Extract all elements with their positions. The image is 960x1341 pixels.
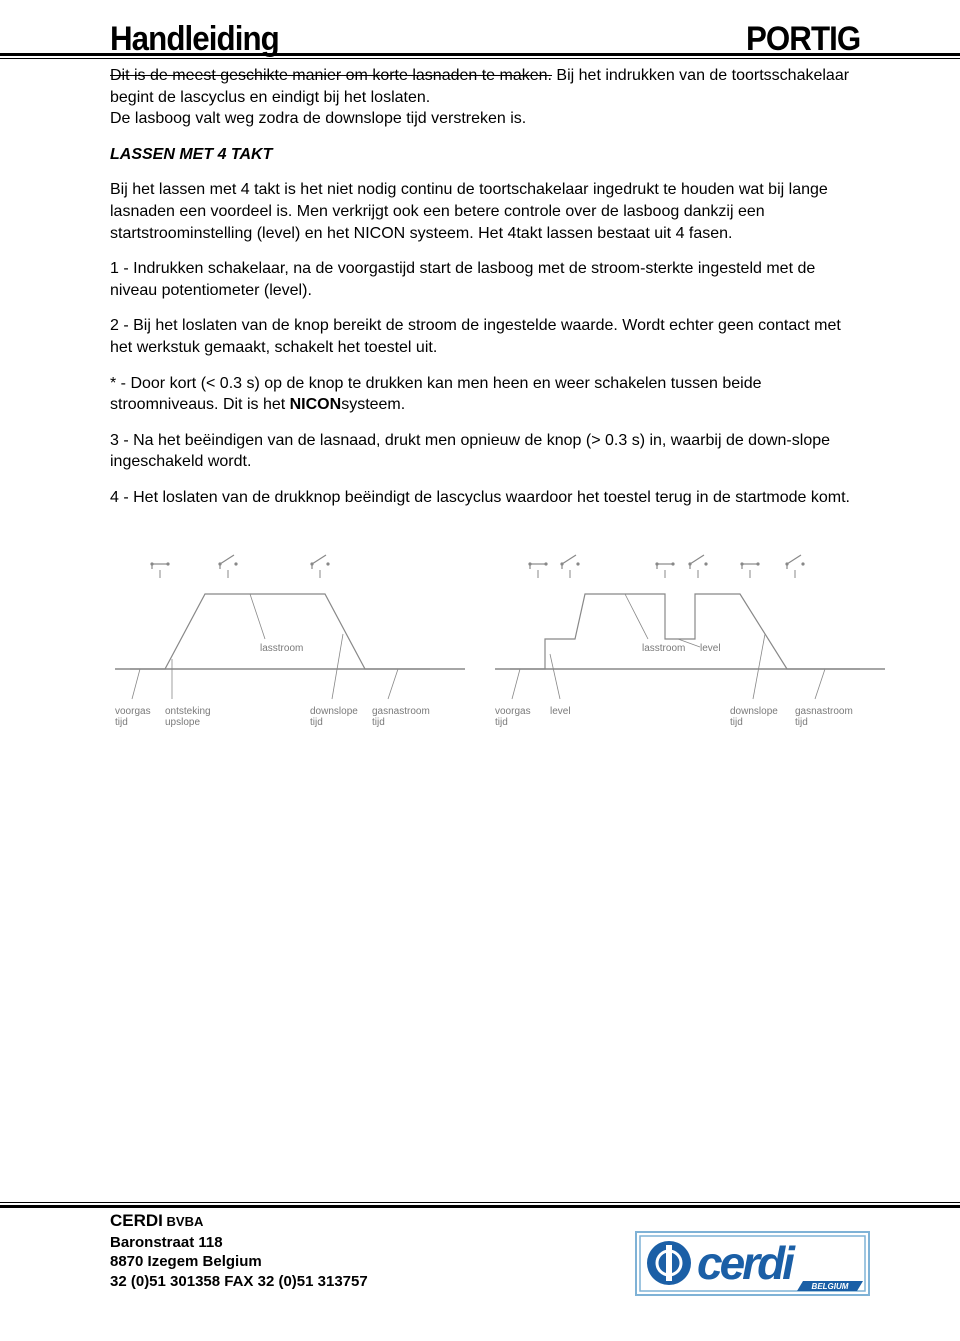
diagram-2takt: lasstroomvoorgastijdontstekingupslopedow… xyxy=(110,539,470,739)
svg-text:voorgas: voorgas xyxy=(115,706,151,717)
para-4c: systeem. xyxy=(341,396,405,413)
svg-text:level: level xyxy=(700,643,721,654)
svg-text:level: level xyxy=(550,706,571,717)
svg-text:gasnastroom: gasnastroom xyxy=(372,706,430,717)
para-4b: NICON xyxy=(290,396,342,413)
svg-text:tijd: tijd xyxy=(795,717,808,728)
para-4: * - Door kort (< 0.3 s) op de knop te dr… xyxy=(110,373,860,416)
svg-text:tijd: tijd xyxy=(495,717,508,728)
footer-rule-thin xyxy=(0,1202,960,1203)
footer-company-bold: CERDI xyxy=(110,1211,163,1230)
para-1: Bij het lassen met 4 takt is het niet no… xyxy=(110,179,860,244)
footer-company: CERDI BVBA xyxy=(110,1210,860,1232)
cerdi-logo: cerdi BELGIUM xyxy=(635,1231,870,1301)
para-4a: * - Door kort (< 0.3 s) op de knop te dr… xyxy=(110,375,762,414)
svg-text:downslope: downslope xyxy=(310,706,358,717)
svg-text:tijd: tijd xyxy=(372,717,385,728)
para-6: 4 - Het loslaten van de drukknop beëindi… xyxy=(110,487,860,509)
section-heading: LASSEN MET 4 TAKT xyxy=(110,144,860,166)
svg-text:tijd: tijd xyxy=(115,717,128,728)
para-2: 1 - Indrukken schakelaar, na de voorgast… xyxy=(110,258,860,301)
svg-text:lasstroom: lasstroom xyxy=(260,643,303,654)
svg-text:ontsteking: ontsteking xyxy=(165,706,211,717)
svg-text:upslope: upslope xyxy=(165,717,200,728)
body-text: Dit is de meest geschikte manier om kort… xyxy=(110,65,860,509)
svg-text:downslope: downslope xyxy=(730,706,778,717)
para-5: 3 - Na het beëindigen van de lasnaad, dr… xyxy=(110,430,860,473)
svg-text:BELGIUM: BELGIUM xyxy=(812,1282,849,1291)
para-intro2: De lasboog valt weg zodra de downslope t… xyxy=(110,108,860,130)
diagram-4takt: lasstroomlevelvoorgastijdleveldownslopet… xyxy=(490,539,890,739)
para-3: 2 - Bij het loslaten van de knop bereikt… xyxy=(110,315,860,358)
svg-text:tijd: tijd xyxy=(310,717,323,728)
footer-company-suffix: BVBA xyxy=(163,1214,203,1229)
svg-text:voorgas: voorgas xyxy=(495,706,531,717)
svg-text:tijd: tijd xyxy=(730,717,743,728)
svg-text:lasstroom: lasstroom xyxy=(642,643,685,654)
timing-diagrams: lasstroomvoorgastijdontstekingupslopedow… xyxy=(110,539,860,739)
header-left: Handleiding xyxy=(110,20,279,59)
header-right: PORTIG xyxy=(746,20,860,59)
footer-rule-thick xyxy=(0,1205,960,1208)
svg-text:cerdi: cerdi xyxy=(697,1237,796,1289)
svg-text:gasnastroom: gasnastroom xyxy=(795,706,853,717)
para-intro: Dit is de meest geschikte manier om kort… xyxy=(110,65,860,108)
para-intro-strike: Dit is de meest geschikte manier om kort… xyxy=(110,67,552,84)
